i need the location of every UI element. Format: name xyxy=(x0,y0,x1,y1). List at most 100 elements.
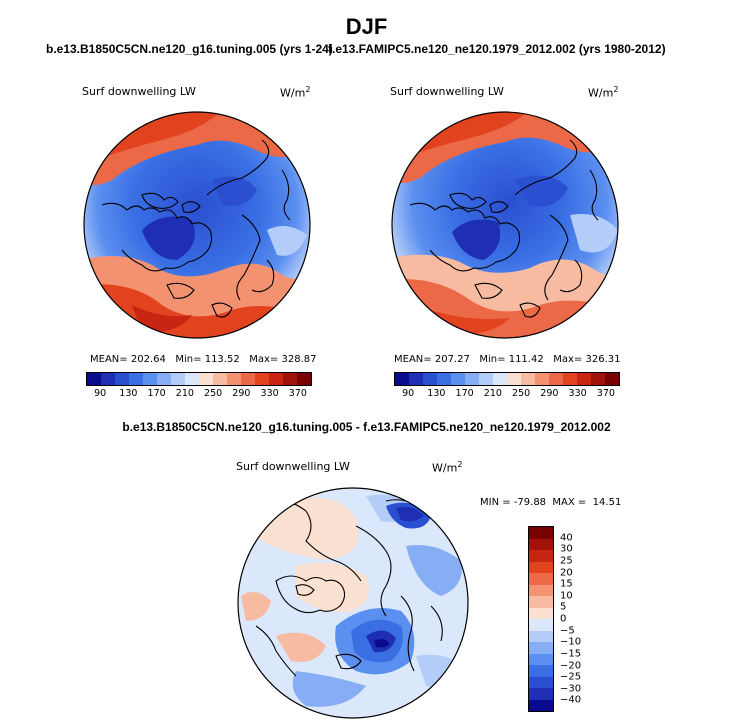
colorbar-tick-label: 30 xyxy=(560,543,573,555)
colorbar-swatch xyxy=(549,373,563,385)
colorbar-swatch xyxy=(437,373,451,385)
colorbar-swatch xyxy=(529,538,553,550)
left-stats: MEAN= 202.64 Min= 113.52 Max= 328.87 xyxy=(90,354,317,365)
right-map-border xyxy=(391,111,619,339)
colorbar-tick-label: 170 xyxy=(455,388,474,399)
right-colorbar: 90 130 170 210 250 290 330 370 xyxy=(394,372,620,406)
colorbar-tick-label: −5 xyxy=(560,625,575,637)
colorbar-tick-label: 210 xyxy=(175,388,194,399)
colorbar-tick-label: 370 xyxy=(288,388,307,399)
colorbar-swatch xyxy=(529,642,553,654)
colorbar-tick-label: 290 xyxy=(540,388,559,399)
left-cold-core xyxy=(142,216,195,260)
colorbar-swatch xyxy=(409,373,423,385)
right-cold-core xyxy=(452,219,501,260)
diff-cold-northeast-core xyxy=(396,507,424,522)
colorbar-swatch xyxy=(451,373,465,385)
diff-warm-region-3 xyxy=(241,592,271,621)
right-colorbar-swatches xyxy=(394,372,620,386)
colorbar-tick-label: 40 xyxy=(560,532,573,544)
colorbar-swatch xyxy=(101,373,115,385)
right-polar-map xyxy=(391,111,619,339)
colorbar-tick-label: 15 xyxy=(560,578,573,590)
diff-map-border xyxy=(237,487,469,719)
diff-variable-label: Surf downwelling LW xyxy=(236,460,350,473)
right-cold-patch xyxy=(515,175,568,207)
colorbar-swatch xyxy=(493,373,507,385)
colorbar-swatch xyxy=(479,373,493,385)
colorbar-swatch xyxy=(283,373,297,385)
season-title: DJF xyxy=(345,14,388,39)
diff-panel-title: b.e13.B1850C5CN.ne120_g16.tuning.005 - f… xyxy=(122,420,611,434)
colorbar-tick-label: 90 xyxy=(402,388,415,399)
colorbar-swatch xyxy=(529,561,553,573)
right-units-label: W/m2 xyxy=(588,85,619,100)
colorbar-swatch xyxy=(563,373,577,385)
colorbar-swatch xyxy=(171,373,185,385)
colorbar-swatch xyxy=(529,527,553,539)
colorbar-swatch xyxy=(269,373,283,385)
colorbar-swatch xyxy=(507,373,521,385)
diff-warm-region-2 xyxy=(296,562,369,612)
left-panel-title: b.e13.B1850C5CN.ne120_g16.tuning.005 (yr… xyxy=(46,42,333,56)
colorbar-swatch xyxy=(529,607,553,619)
left-variable-label: Surf downwelling LW xyxy=(82,85,196,98)
colorbar-swatch xyxy=(255,373,269,385)
colorbar-swatch xyxy=(115,373,129,385)
colorbar-swatch xyxy=(143,373,157,385)
colorbar-swatch xyxy=(529,699,553,711)
colorbar-swatch xyxy=(297,373,311,385)
colorbar-tick-label: −25 xyxy=(560,671,582,683)
colorbar-swatch xyxy=(529,584,553,596)
colorbar-swatch xyxy=(529,653,553,665)
diff-cool-region-5 xyxy=(292,671,366,707)
colorbar-swatch xyxy=(535,373,549,385)
colorbar-tick-label: −20 xyxy=(560,660,582,671)
right-variable-label: Surf downwelling LW xyxy=(390,85,504,98)
colorbar-swatch xyxy=(529,630,553,642)
colorbar-swatch xyxy=(577,373,591,385)
left-mild-patch xyxy=(267,226,307,256)
colorbar-tick-label: 370 xyxy=(596,388,615,399)
colorbar-tick-label: 330 xyxy=(260,388,279,399)
left-polar-map xyxy=(83,111,311,339)
colorbar-swatch xyxy=(185,373,199,385)
right-panel-title: f.e13.FAMIPC5.ne120_ne120.1979_2012.002 … xyxy=(328,42,666,56)
right-mild-patch xyxy=(570,214,618,253)
diff-cold-min xyxy=(374,639,390,648)
colorbar-swatch xyxy=(529,619,553,631)
colorbar-swatch xyxy=(465,373,479,385)
colorbar-tick-label: 25 xyxy=(560,555,573,567)
colorbar-tick-label: −10 xyxy=(560,636,582,648)
colorbar-swatch xyxy=(529,596,553,608)
colorbar-swatch xyxy=(87,373,101,385)
colorbar-tick-label: 330 xyxy=(568,388,587,399)
left-colorbar-swatches xyxy=(86,372,312,386)
diff-polar-map xyxy=(237,487,469,719)
left-units-label: W/m2 xyxy=(280,85,311,100)
colorbar-swatch xyxy=(395,373,409,385)
colorbar-swatch xyxy=(129,373,143,385)
colorbar-tick-label: 5 xyxy=(560,601,567,613)
right-stats: MEAN= 207.27 Min= 111.42 Max= 326.31 xyxy=(394,354,621,365)
diff-colorbar-swatches xyxy=(528,526,554,712)
colorbar-tick-label: 210 xyxy=(483,388,502,399)
colorbar-swatch xyxy=(529,688,553,700)
colorbar-swatch xyxy=(529,550,553,562)
colorbar-tick-label: 10 xyxy=(560,590,573,602)
diff-stats: MIN = -79.88 MAX = 14.51 xyxy=(480,497,622,508)
colorbar-tick-label: 90 xyxy=(94,388,107,399)
left-map-border xyxy=(83,111,311,339)
colorbar-tick-label: 250 xyxy=(512,388,531,399)
diff-units-label: W/m2 xyxy=(432,460,463,475)
colorbar-tick-label: −40 xyxy=(560,694,582,706)
left-coastlines xyxy=(101,139,291,318)
colorbar-tick-label: 0 xyxy=(560,613,567,625)
colorbar-tick-label: 170 xyxy=(147,388,166,399)
colorbar-tick-label: −15 xyxy=(560,648,582,660)
diff-warm-region-4 xyxy=(276,632,326,662)
colorbar-tick-label: 250 xyxy=(204,388,223,399)
colorbar-swatch xyxy=(213,373,227,385)
colorbar-swatch xyxy=(199,373,213,385)
diff-colorbar: 40 30 25 20 15 10 5 0 −5 −10 −15 −20 −25 −30 −40 xyxy=(528,526,608,712)
